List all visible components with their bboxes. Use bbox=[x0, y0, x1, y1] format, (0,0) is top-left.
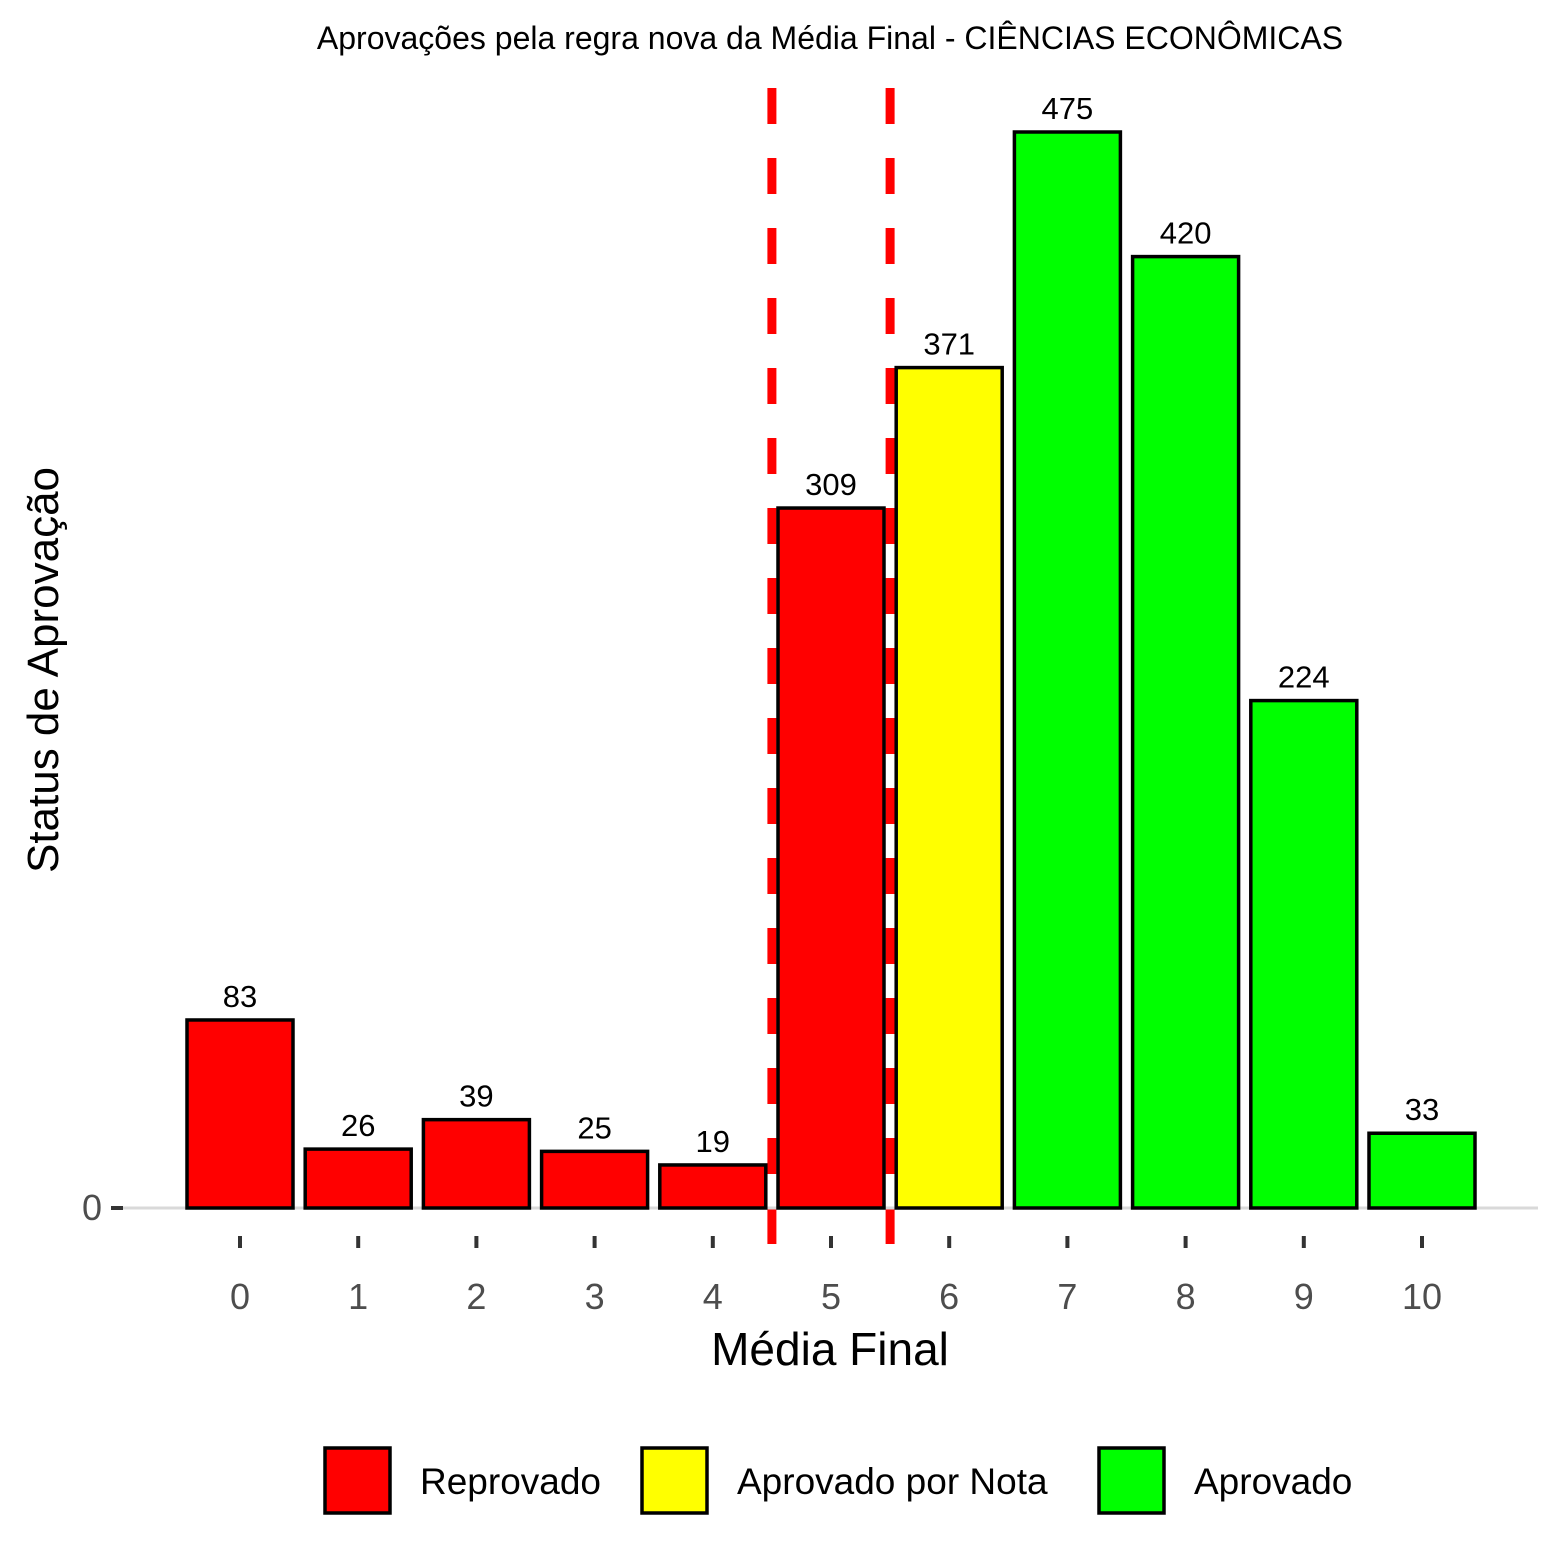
data-label-10: 33 bbox=[1405, 1092, 1439, 1127]
data-label-7: 475 bbox=[1042, 91, 1094, 126]
legend-label-aprovado: Aprovado bbox=[1194, 1461, 1352, 1502]
x-tick-label-9: 9 bbox=[1294, 1276, 1314, 1317]
bar-9 bbox=[1249, 698, 1359, 1210]
bar-1 bbox=[303, 1147, 413, 1210]
x-tick-label-8: 8 bbox=[1176, 1276, 1196, 1317]
x-tick-label-3: 3 bbox=[585, 1276, 605, 1317]
bar-0 bbox=[185, 1018, 295, 1210]
x-tick-label-1: 1 bbox=[348, 1276, 368, 1317]
bar-3 bbox=[539, 1149, 650, 1210]
x-axis-label: Média Final bbox=[711, 1323, 949, 1375]
chart-title: Aprovações pela regra nova da Média Fina… bbox=[317, 20, 1343, 56]
x-axis-ticks: 0 1 2 3 4 5 6 7 8 9 10 bbox=[230, 1236, 1442, 1317]
x-tick-label-6: 6 bbox=[939, 1276, 959, 1317]
y-tick-label-0: 0 bbox=[82, 1187, 102, 1228]
bars bbox=[185, 130, 1477, 1210]
data-label-9: 224 bbox=[1278, 660, 1330, 695]
legend-key-reprovado bbox=[323, 1446, 392, 1515]
data-label-6: 371 bbox=[923, 327, 975, 362]
bar-6 bbox=[894, 365, 1004, 1210]
bar-10 bbox=[1367, 1131, 1477, 1210]
bar-2 bbox=[421, 1117, 532, 1210]
reference-lines bbox=[767, 88, 895, 1262]
data-label-2: 39 bbox=[459, 1079, 493, 1114]
legend-label-aprovado-por-nota: Aprovado por Nota bbox=[737, 1461, 1048, 1502]
legend-key-aprovado-por-nota bbox=[640, 1446, 709, 1515]
data-label-1: 26 bbox=[341, 1108, 375, 1143]
y-axis-label: Status de Aprovação bbox=[19, 467, 68, 873]
x-tick-label-2: 2 bbox=[466, 1276, 486, 1317]
data-label-3: 25 bbox=[577, 1110, 611, 1145]
bar-5 bbox=[776, 506, 886, 1210]
data-label-4: 19 bbox=[696, 1124, 730, 1159]
data-label-0: 83 bbox=[223, 979, 257, 1014]
legend: Reprovado Aprovado por Nota Aprovado bbox=[323, 1446, 1352, 1515]
x-tick-label-5: 5 bbox=[821, 1276, 841, 1317]
x-tick-label-0: 0 bbox=[230, 1276, 250, 1317]
data-label-5: 309 bbox=[805, 467, 857, 502]
x-tick-label-4: 4 bbox=[703, 1276, 723, 1317]
bar-7 bbox=[1012, 130, 1123, 1210]
x-tick-label-7: 7 bbox=[1057, 1276, 1077, 1317]
legend-key-aprovado bbox=[1097, 1446, 1166, 1515]
bar-4 bbox=[658, 1163, 768, 1210]
data-labels: 83 26 39 25 19 309 371 475 420 224 33 bbox=[223, 91, 1439, 1159]
y-axis-ticks: 0 bbox=[82, 1187, 123, 1228]
bar-8 bbox=[1130, 254, 1241, 1210]
legend-label-reprovado: Reprovado bbox=[420, 1461, 601, 1502]
x-tick-label-10: 10 bbox=[1402, 1276, 1442, 1317]
data-label-8: 420 bbox=[1160, 216, 1212, 251]
